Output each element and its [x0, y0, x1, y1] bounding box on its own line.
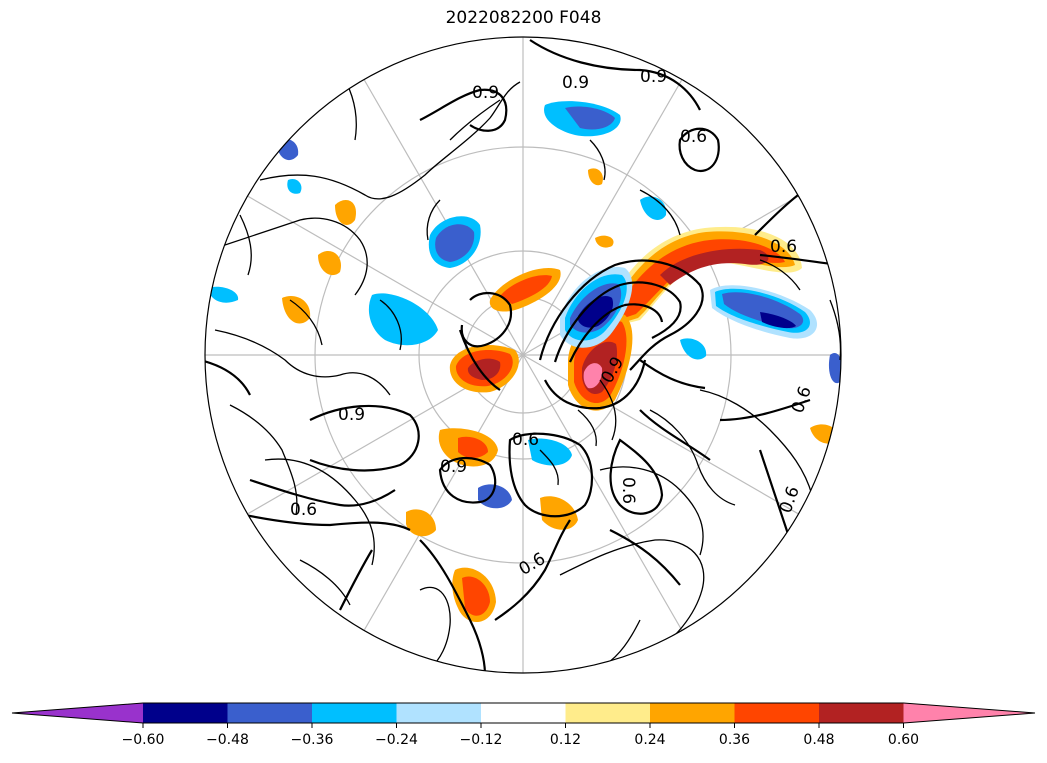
- colorbar-tick-label: −0.48: [206, 732, 249, 748]
- contour-label: 0.9: [338, 405, 365, 425]
- contour-label: 0.6: [290, 500, 317, 520]
- colorbar-swatch: [143, 703, 228, 723]
- colorbar-swatch: [565, 703, 651, 723]
- colorbar-tick-label: −0.36: [291, 732, 334, 748]
- colorbar-tick-label: 0.36: [719, 732, 750, 748]
- colorbar-tick-label: 0.12: [550, 732, 581, 748]
- contour-label: 0.6: [516, 549, 549, 580]
- colorbar-swatch: [650, 703, 735, 723]
- colorbar-tick-label: 0.48: [803, 732, 834, 748]
- colorbar-swatch: [396, 703, 482, 723]
- map-title: 2022082200 F048: [445, 8, 602, 28]
- coastlines: [209, 59, 841, 669]
- colorbar-tick-label: 0.24: [634, 732, 665, 748]
- polar-map: 0.9 0.9 0.6 0.6 0.6 0.9 0.6 0.9 0.9 0.6 …: [204, 36, 842, 674]
- contour-label: 0.6: [788, 384, 816, 416]
- colorbar-tick-label: −0.12: [460, 732, 503, 748]
- contour-label: 0.6: [618, 477, 638, 504]
- contour-label: 0.6: [512, 430, 539, 450]
- contour-label: 0.6: [680, 127, 707, 147]
- colorbar-swatch: [312, 703, 397, 723]
- colorbar-extend-low: [12, 703, 143, 723]
- contour-labels: 0.9 0.9 0.6 0.6 0.6 0.9 0.6 0.9 0.9 0.6 …: [290, 67, 816, 580]
- colorbar-tick-label: −0.60: [122, 732, 165, 748]
- colorbar-swatch: [734, 703, 820, 723]
- contour-label: 0.9: [640, 67, 667, 87]
- colorbar-swatch: [819, 703, 904, 723]
- colorbar-tick-label: 0.60: [888, 732, 919, 748]
- shaded-field: [208, 101, 841, 623]
- contour-lines: [205, 39, 841, 673]
- colorbar-ticks: −0.60 −0.48 −0.36 −0.24 −0.12 0.12 0.24 0.36 0.4…: [122, 723, 919, 748]
- colorbar-swatches: [11, 702, 1036, 724]
- contour-label: 0.9: [562, 73, 589, 93]
- graticule: [205, 37, 841, 673]
- colorbar: −0.60 −0.48 −0.36 −0.24 −0.12 0.12 0.24 0.36 0.4…: [11, 702, 1036, 748]
- colorbar-extend-high: [903, 703, 1035, 723]
- colorbar-tick-label: −0.24: [375, 732, 418, 748]
- colorbar-swatch: [227, 703, 313, 723]
- contour-label: 0.6: [770, 237, 797, 257]
- contour-label: 0.9: [472, 83, 499, 103]
- colorbar-swatch: [481, 703, 566, 723]
- map-boundary: [204, 36, 842, 674]
- contour-label: 0.9: [440, 457, 467, 477]
